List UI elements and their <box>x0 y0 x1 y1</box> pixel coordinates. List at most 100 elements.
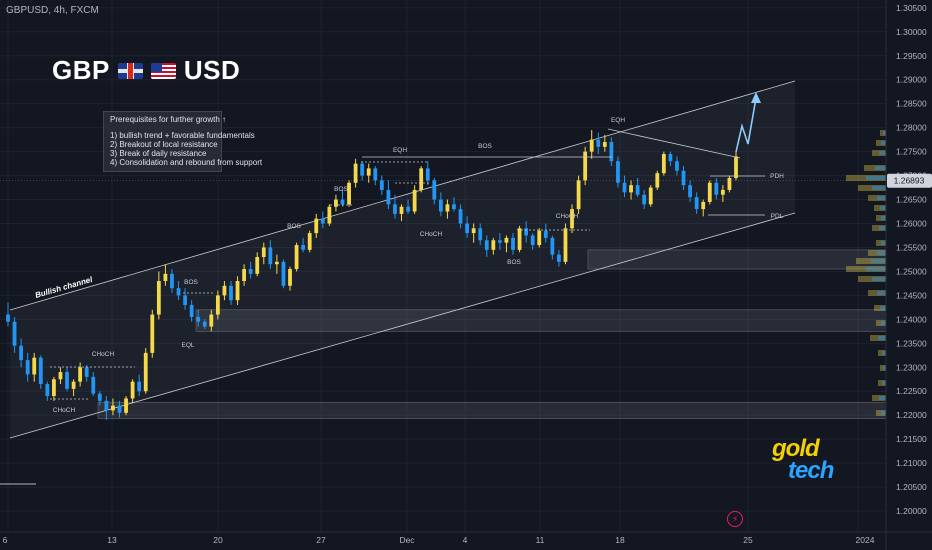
volume-profile-bar <box>874 205 886 211</box>
candle-body <box>543 230 548 238</box>
candle-body <box>701 201 706 210</box>
candle-body <box>622 182 627 193</box>
candle-body <box>248 269 253 274</box>
logo-text-tech: tech <box>788 457 834 484</box>
channel-upper-line <box>9 80 796 311</box>
candle-body <box>661 154 666 174</box>
volume-profile-bar <box>876 140 886 146</box>
candle-body <box>432 180 437 200</box>
channel-lower-line <box>9 212 796 439</box>
candle-body <box>143 352 148 392</box>
current-price-label: 1.26893 <box>894 176 925 186</box>
y-axis-tick-label: 1.30500 <box>896 3 927 13</box>
candle-body <box>465 223 469 234</box>
volume-profile-bar <box>856 258 886 264</box>
candle-body <box>438 199 443 212</box>
volume-profile-bar <box>878 336 886 340</box>
volume-profile-bar <box>876 215 886 221</box>
candle-body <box>52 379 56 397</box>
candle-body <box>255 257 260 274</box>
candle-body <box>12 321 17 346</box>
volume-profile-bar <box>868 195 886 201</box>
volume-profile-bar <box>872 150 886 156</box>
candle-body <box>6 314 10 322</box>
candle-body <box>334 199 338 207</box>
candle-body <box>19 345 24 361</box>
structure-label: PDL <box>771 213 784 220</box>
candle-body <box>720 189 725 195</box>
volume-profile-bar <box>868 250 886 256</box>
candle-body <box>340 199 345 205</box>
volume-profile-bar <box>879 396 886 400</box>
candle-body <box>45 384 50 397</box>
candle-body <box>294 245 299 270</box>
volume-profile-bar <box>881 411 886 415</box>
volume-profile-bar <box>882 351 886 355</box>
candle-body <box>458 209 463 224</box>
structure-label: EQL <box>181 342 194 349</box>
candle-body <box>215 295 220 315</box>
structure-label: PDH <box>770 173 784 180</box>
lightning-icon[interactable]: ⚡ <box>727 511 743 527</box>
y-axis-tick-label: 1.26500 <box>896 195 927 205</box>
candle-body <box>648 187 653 205</box>
note-item: 1) bullish trend + favorable fundamental… <box>110 131 255 140</box>
volume-profile-bar <box>858 276 886 282</box>
y-axis-tick-label: 1.21000 <box>896 458 927 468</box>
candle-body <box>117 405 122 413</box>
volume-profile-bar <box>878 350 886 356</box>
x-axis-tick-label: 20 <box>213 535 223 545</box>
volume-profile-bar <box>881 216 886 220</box>
volume-profile-bar <box>883 131 886 135</box>
candle-body <box>307 233 312 250</box>
projection-path <box>735 97 757 153</box>
candle-body <box>189 304 194 317</box>
y-axis-tick-label: 1.20500 <box>896 482 927 492</box>
candle-body <box>609 142 614 162</box>
y-axis-tick-label: 1.28500 <box>896 99 927 109</box>
candle-body <box>288 269 292 286</box>
volume-profile-bar <box>880 365 886 371</box>
pair-headline: GBP USD <box>52 55 240 86</box>
candle-body <box>366 168 371 176</box>
volume-profile-bar <box>877 196 886 200</box>
candle-body <box>517 228 522 250</box>
candle-body <box>38 357 43 385</box>
volume-profile-bar <box>876 410 886 416</box>
volume-profile-bar <box>870 335 886 341</box>
x-axis-tick-label: 13 <box>107 535 117 545</box>
candle-body <box>557 254 561 262</box>
volume-profile-bar <box>872 186 886 190</box>
candle-body <box>65 372 69 389</box>
candle-body <box>196 316 201 322</box>
candle-body <box>170 273 174 289</box>
x-axis-tick-label: 4 <box>463 535 468 545</box>
candle-body <box>32 357 37 375</box>
volume-profile-bar <box>880 306 886 310</box>
y-axis-tick-label: 1.20000 <box>896 506 927 516</box>
y-axis-tick-label: 1.25500 <box>896 242 927 252</box>
volume-profile-bar <box>872 277 886 281</box>
uk-flag-icon <box>117 62 143 79</box>
volume-profile-bar <box>881 321 886 325</box>
quote-currency: USD <box>183 55 241 85</box>
y-axis-tick-label: 1.27500 <box>896 147 927 157</box>
structure-label: BOS <box>507 259 521 266</box>
candle-body <box>629 185 633 193</box>
candle-body <box>445 204 450 212</box>
y-axis-tick-label: 1.29000 <box>896 75 927 85</box>
candle-body <box>379 180 384 190</box>
structure-label: CHoCH <box>420 231 443 238</box>
candle-body <box>124 398 128 413</box>
candle-body <box>320 218 325 224</box>
candle-body <box>412 189 417 212</box>
candle-body <box>589 139 594 152</box>
candle-body <box>314 218 319 234</box>
candle-body <box>583 151 588 181</box>
volume-profile-bar <box>883 366 886 370</box>
candle-body <box>209 314 214 327</box>
candle-body <box>183 295 187 305</box>
base-currency: GBP <box>52 55 110 85</box>
